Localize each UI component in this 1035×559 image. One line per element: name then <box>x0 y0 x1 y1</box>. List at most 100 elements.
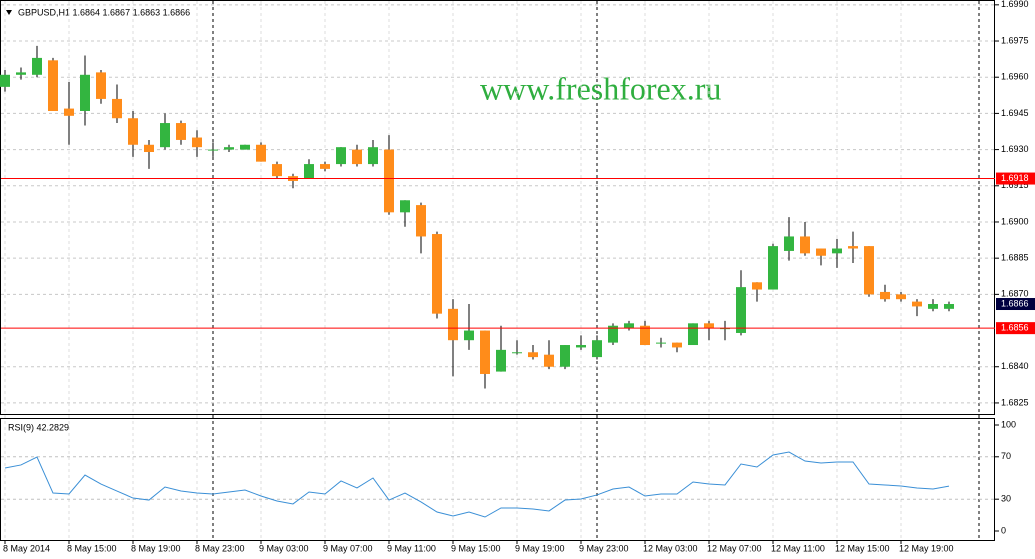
candle-body <box>144 144 154 153</box>
y-tick-label: 1.6885 <box>1001 253 1029 263</box>
y-tick-label: 1.6990 <box>1001 0 1029 9</box>
y-tick-label: 1.6870 <box>1001 289 1029 299</box>
y-tick-label: 1.6900 <box>1001 216 1029 226</box>
candle-body <box>832 248 842 254</box>
candle-body <box>704 323 714 329</box>
candle-body <box>528 352 538 358</box>
candle-body <box>688 323 698 346</box>
candle-body <box>128 118 138 145</box>
candle-body <box>224 147 234 150</box>
y-tick-label: 100 <box>1001 419 1016 429</box>
price-box <box>996 298 1035 311</box>
candle-body <box>272 164 282 177</box>
x-tick-label: 9 May 11:00 <box>387 543 436 553</box>
y-tick-label: 1.6825 <box>1001 397 1029 407</box>
candle-body <box>496 349 506 372</box>
main-frame <box>0 0 995 415</box>
y-tick-label: 1.6840 <box>1001 361 1029 371</box>
level-box <box>996 172 1035 185</box>
candle-body <box>16 72 26 75</box>
candle-body <box>544 354 554 367</box>
candle-body <box>384 149 394 213</box>
candle-body <box>672 342 682 348</box>
candle-body <box>576 345 586 348</box>
y-tick-label: 1.6975 <box>1001 35 1029 45</box>
candle-body <box>48 60 58 111</box>
candle-body <box>416 205 426 237</box>
menu-arrow <box>6 10 12 15</box>
candle-body <box>512 352 522 354</box>
rsi-title: RSI(9) 42.2829 <box>8 422 69 432</box>
candle-body <box>560 345 570 367</box>
y-tick-label: 0 <box>1001 525 1006 535</box>
x-tick-label: 9 May 19:00 <box>515 543 565 553</box>
candle-body <box>656 342 666 344</box>
candle-body <box>816 248 826 256</box>
candle-body <box>928 304 938 309</box>
x-tick-label: 12 May 19:00 <box>899 543 954 553</box>
chart-title: GBPUSD,H1 1.6864 1.6867 1.6863 1.6866 <box>18 7 190 17</box>
level-box <box>996 322 1035 335</box>
y-tick-label: 1.6945 <box>1001 108 1029 118</box>
candle-body <box>176 123 186 140</box>
candle-body <box>480 330 490 374</box>
x-tick-label: 8 May 19:00 <box>131 543 181 553</box>
candle-body <box>352 149 362 165</box>
y-tick-label: 70 <box>1001 451 1011 461</box>
candle-body <box>800 236 810 254</box>
level-label: 1.6918 <box>1001 173 1029 183</box>
candle-body <box>864 246 874 295</box>
watermark: www.freshforex.ru <box>480 70 721 106</box>
candle-body <box>64 108 74 116</box>
x-tick-label: 9 May 23:00 <box>579 543 629 553</box>
candle-body <box>112 98 122 119</box>
x-tick-label: 8 May 23:00 <box>195 543 245 553</box>
candle-body <box>256 144 266 162</box>
candle-body <box>80 74 90 111</box>
candle-body <box>368 147 378 165</box>
candle-body <box>448 308 458 341</box>
x-tick-label: 9 May 07:00 <box>323 543 373 553</box>
candle-body <box>880 291 890 300</box>
y-tick-label: 1.6930 <box>1001 144 1029 154</box>
x-tick-label: 9 May 03:00 <box>259 543 309 553</box>
rsi-frame <box>0 418 995 541</box>
candle-body <box>608 325 618 343</box>
candle-body <box>736 287 746 333</box>
x-tick-label: 8 May 15:00 <box>67 543 117 553</box>
rsi-line <box>4 451 950 518</box>
y-tick-label: 30 <box>1001 494 1011 504</box>
x-tick-label: 12 May 15:00 <box>835 543 890 553</box>
candle-body <box>336 147 346 165</box>
y-tick-label: 1.6960 <box>1001 72 1029 82</box>
candle-body <box>320 164 330 169</box>
candle-body <box>624 323 634 329</box>
candle-body <box>0 74 10 87</box>
candle-body <box>768 246 778 290</box>
candle-body <box>912 301 922 307</box>
x-tick-label: 12 May 11:00 <box>771 543 825 553</box>
candle-body <box>784 236 794 251</box>
candle-body <box>192 137 202 148</box>
candle-body <box>304 164 314 179</box>
candle-body <box>160 123 170 148</box>
candle-body <box>592 340 602 358</box>
candle-body <box>96 72 106 99</box>
price-label: 1.6866 <box>1001 298 1029 308</box>
candle-body <box>752 282 762 290</box>
candle-body <box>848 246 858 249</box>
y-tick-label: 1.6915 <box>1001 180 1029 190</box>
x-tick-label: 12 May 03:00 <box>643 543 698 553</box>
candle-body <box>32 57 42 75</box>
candle-body <box>400 200 410 213</box>
candle-body <box>896 294 906 300</box>
level-label: 1.6856 <box>1001 323 1029 333</box>
candle-body <box>240 144 250 150</box>
x-tick-label: 8 May 2014 <box>3 543 50 553</box>
x-tick-label: 12 May 07:00 <box>707 543 762 553</box>
candle-body <box>640 325 650 346</box>
candle-body <box>464 330 474 341</box>
x-tick-label: 9 May 15:00 <box>451 543 501 553</box>
